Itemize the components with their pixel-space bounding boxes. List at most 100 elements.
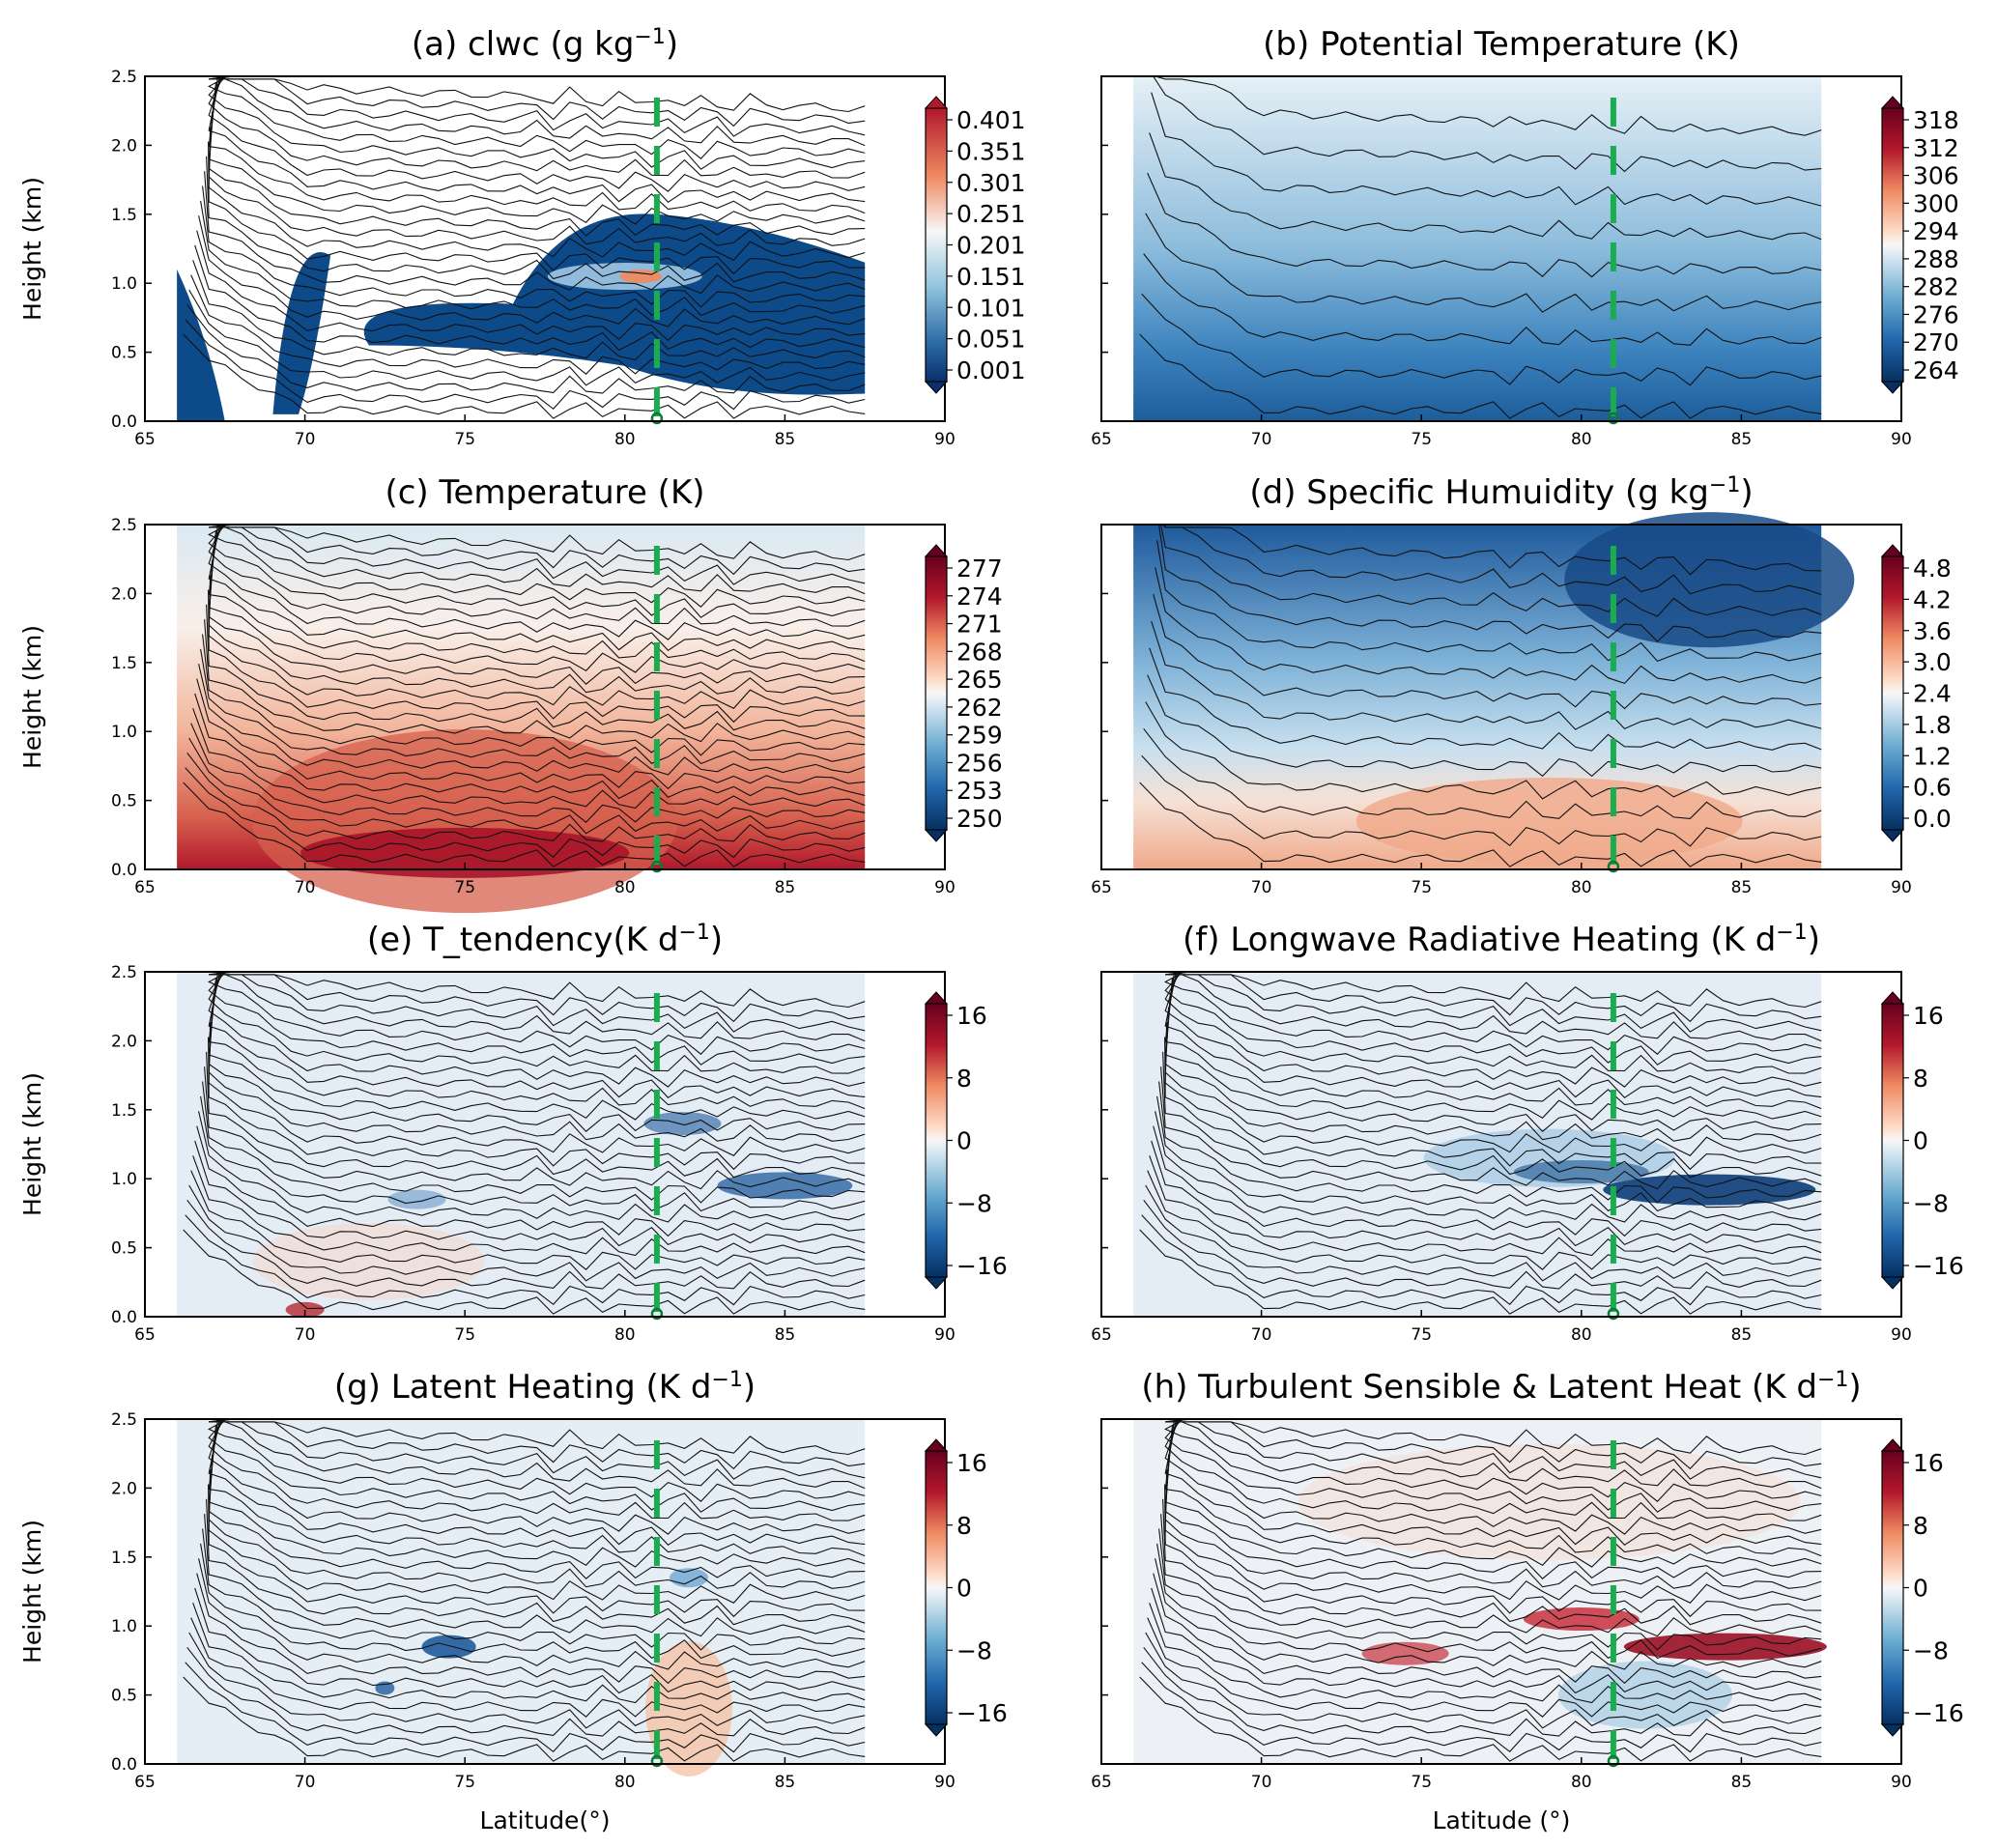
- title-text: (h) Turbulent Sensible & Latent Heat (K …: [1141, 1368, 1817, 1407]
- colorbar-label: 288: [1913, 245, 1959, 273]
- cloud-water-field: [177, 213, 866, 421]
- x-tick-label: 75: [454, 430, 475, 449]
- contour-line: [208, 75, 866, 170]
- panel-title: (e) T_tendency(K d−1): [367, 921, 723, 959]
- contour-line: [208, 1022, 866, 1156]
- x-tick-label: 80: [1571, 878, 1592, 897]
- colorbar-extend-up: [1880, 1438, 1905, 1452]
- colorbar: 4.84.2 3.6 3.0 2.4 1.8 1.2 0.6 0.0: [1880, 544, 1952, 842]
- contour-line: [1143, 1199, 1822, 1290]
- x-tick-label: 70: [1251, 878, 1272, 897]
- contour-line: [196, 230, 866, 342]
- contour-line: [208, 75, 866, 179]
- colorbar-label: 3.6: [1913, 617, 1952, 645]
- title-superscript: −1: [1776, 921, 1807, 945]
- contour-line: [183, 333, 866, 419]
- colorbar-label: 4.8: [1913, 554, 1952, 583]
- colorbar-extend-down: [1880, 1276, 1905, 1290]
- contour-line: [202, 185, 866, 308]
- y-tick-label: 0.0: [111, 1308, 137, 1327]
- warming-band: [1361, 1641, 1449, 1665]
- x-tick-label: 90: [934, 878, 956, 897]
- contour-line: [208, 111, 866, 246]
- y-tick-label: 1.5: [111, 1549, 137, 1568]
- colorbar-label: 312: [1913, 134, 1959, 162]
- contour-line: [1149, 1155, 1822, 1257]
- contour-line: [1164, 1418, 1822, 1535]
- contour-line: [1155, 1558, 1822, 1670]
- contour-line: [185, 1214, 866, 1306]
- warming-band: [1523, 1607, 1640, 1632]
- colorbar-label: 274: [956, 583, 1003, 611]
- colorbar-body: [925, 107, 948, 383]
- marker-point: [650, 1754, 664, 1768]
- colorbar-label: 300: [1913, 189, 1959, 217]
- colorbar-label: −16: [1913, 1699, 1964, 1727]
- contour-line: [1155, 75, 1822, 136]
- contour-line: [208, 1418, 866, 1513]
- contour-line: [198, 1558, 866, 1670]
- contour-line: [1149, 1603, 1822, 1704]
- x-tick-label: 75: [454, 878, 475, 897]
- x-tick-label: 65: [134, 878, 156, 897]
- x-tick-label: 80: [614, 878, 636, 897]
- title-close: ): [666, 25, 678, 64]
- colorbar-label: 0: [1913, 1127, 1928, 1155]
- contour-line: [186, 1646, 866, 1737]
- contour-line: [1164, 978, 1822, 1121]
- contour-line: [208, 1037, 866, 1171]
- contour-line: [209, 524, 866, 595]
- contour-line: [196, 1125, 866, 1237]
- contour-line: [202, 1528, 866, 1651]
- field-fill: [1133, 76, 1822, 421]
- colorbar-label: 318: [1913, 106, 1959, 134]
- colorbar-extend-up: [924, 1438, 949, 1452]
- contour-line: [1164, 971, 1822, 1088]
- contour-line: [208, 971, 866, 1099]
- colorbar-label: 0: [956, 1575, 972, 1603]
- contour-line: [198, 1111, 866, 1223]
- x-tick-label: 90: [1891, 1325, 1912, 1345]
- contour-line: [1163, 971, 1822, 1055]
- contour-line: [208, 1418, 866, 1521]
- colorbar-label: −8: [1913, 1189, 1949, 1217]
- contour-line: [208, 127, 866, 261]
- contour-line: [202, 634, 866, 756]
- contour-line: [188, 1184, 866, 1282]
- contour-line: [209, 75, 866, 137]
- contour-line: [209, 524, 866, 585]
- panel-h: (h) Turbulent Sensible & Latent Heat (K …: [1091, 1368, 1964, 1792]
- colorbar-label: 256: [956, 749, 1003, 777]
- colorbar-label: 271: [956, 611, 1003, 639]
- contour-line: [1147, 1617, 1822, 1718]
- cooling-band: [1603, 1174, 1816, 1206]
- colorbar-body: [1881, 107, 1904, 383]
- colorbar: 16 8 0 −8 −16: [1880, 1438, 1964, 1737]
- contour-line: [209, 524, 866, 561]
- contour-line: [1153, 593, 1822, 710]
- contour-line: [208, 1454, 866, 1589]
- x-tick-label: 75: [1411, 878, 1432, 897]
- contour-line: [200, 648, 866, 765]
- colorbar-label: 0: [1913, 1575, 1928, 1603]
- contour-line: [208, 1007, 866, 1142]
- y-tick-label: 1.5: [111, 654, 137, 673]
- x-tick-label: 70: [295, 1773, 316, 1792]
- contour-line: [1164, 1425, 1822, 1568]
- contour-line: [208, 75, 866, 214]
- marker-point: [1607, 1754, 1620, 1768]
- x-tick-label: 90: [1891, 878, 1912, 897]
- contour-line: [1147, 1170, 1822, 1270]
- contour-line: [208, 524, 866, 640]
- contour-line: [1151, 620, 1822, 730]
- title-superscript: −1: [678, 921, 709, 945]
- cooling-band: [717, 1172, 853, 1200]
- colorbar-label: 264: [1913, 356, 1959, 384]
- colorbar-label: 268: [956, 638, 1003, 666]
- x-tick-label: 90: [1891, 1773, 1912, 1792]
- contour-line: [208, 141, 866, 275]
- contour-line: [186, 303, 866, 394]
- colorbar-label: 265: [956, 666, 1003, 694]
- contour-line: [1164, 1418, 1822, 1521]
